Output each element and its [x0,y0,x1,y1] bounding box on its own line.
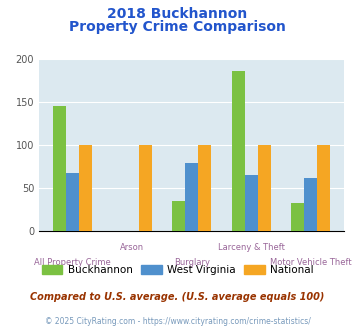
Bar [79,145,92,231]
Bar [317,145,331,231]
Bar [66,173,79,231]
Bar [291,203,304,231]
Bar [231,71,245,231]
Text: All Property Crime: All Property Crime [34,258,111,267]
Bar [304,178,317,231]
Text: 2018 Buckhannon: 2018 Buckhannon [107,7,248,20]
Text: Motor Vehicle Theft: Motor Vehicle Theft [270,258,352,267]
Text: Burglary: Burglary [174,258,210,267]
Text: Compared to U.S. average. (U.S. average equals 100): Compared to U.S. average. (U.S. average … [30,292,325,302]
Bar [53,106,66,231]
Text: Larceny & Theft: Larceny & Theft [218,243,285,252]
Bar [185,163,198,231]
Bar [139,145,152,231]
Bar [198,145,211,231]
Text: Arson: Arson [120,243,144,252]
Bar [258,145,271,231]
Text: © 2025 CityRating.com - https://www.cityrating.com/crime-statistics/: © 2025 CityRating.com - https://www.city… [45,317,310,326]
Bar [245,175,258,231]
Bar [172,201,185,231]
Text: Property Crime Comparison: Property Crime Comparison [69,20,286,34]
Legend: Buckhannon, West Virginia, National: Buckhannon, West Virginia, National [37,261,318,280]
